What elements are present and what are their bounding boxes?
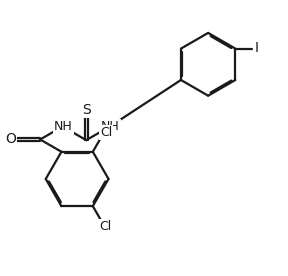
Text: S: S <box>82 103 91 116</box>
Text: Cl: Cl <box>100 126 112 139</box>
Text: NH: NH <box>101 120 120 133</box>
Text: O: O <box>5 132 16 147</box>
Text: Cl: Cl <box>100 220 112 233</box>
Text: NH: NH <box>54 120 73 133</box>
Text: I: I <box>255 41 259 55</box>
